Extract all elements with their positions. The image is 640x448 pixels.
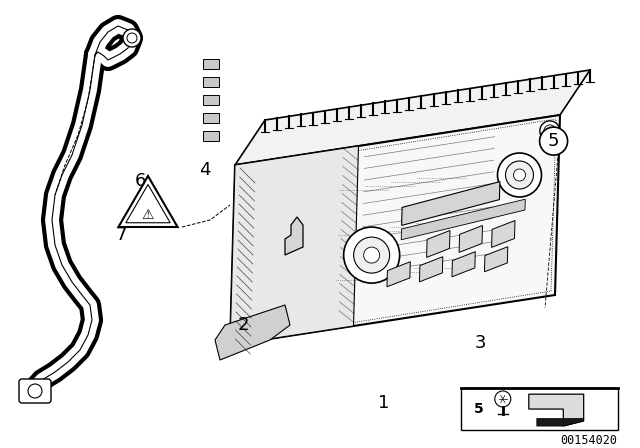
Circle shape — [364, 247, 380, 263]
Text: 3: 3 — [474, 334, 486, 352]
Polygon shape — [427, 231, 450, 258]
Text: 1: 1 — [378, 394, 390, 412]
FancyBboxPatch shape — [203, 59, 219, 69]
Polygon shape — [452, 252, 476, 277]
Circle shape — [344, 227, 399, 283]
Circle shape — [513, 169, 525, 181]
Polygon shape — [484, 247, 508, 272]
Circle shape — [506, 161, 534, 189]
Circle shape — [354, 237, 390, 273]
Text: 7: 7 — [116, 226, 127, 244]
Bar — [461, 388, 618, 430]
Text: 5: 5 — [548, 132, 559, 150]
Polygon shape — [537, 418, 584, 426]
Circle shape — [497, 153, 541, 197]
Polygon shape — [419, 257, 443, 282]
Polygon shape — [401, 199, 525, 240]
FancyBboxPatch shape — [203, 113, 219, 123]
Polygon shape — [118, 176, 177, 227]
Circle shape — [28, 384, 42, 398]
FancyBboxPatch shape — [203, 77, 219, 87]
Circle shape — [544, 125, 556, 137]
Text: 6: 6 — [135, 172, 147, 190]
Text: 00154020: 00154020 — [561, 434, 618, 447]
Polygon shape — [230, 115, 560, 345]
Polygon shape — [235, 70, 590, 165]
Circle shape — [127, 33, 137, 43]
Circle shape — [123, 29, 141, 47]
Polygon shape — [230, 146, 358, 345]
Polygon shape — [215, 305, 290, 360]
Polygon shape — [402, 181, 500, 225]
Text: 5: 5 — [474, 402, 484, 416]
Circle shape — [540, 127, 568, 155]
FancyBboxPatch shape — [19, 379, 51, 403]
Circle shape — [540, 121, 560, 141]
Polygon shape — [459, 225, 483, 252]
Polygon shape — [529, 394, 584, 426]
Text: ⚠: ⚠ — [141, 208, 154, 222]
FancyBboxPatch shape — [203, 131, 219, 141]
Polygon shape — [492, 220, 515, 247]
Polygon shape — [126, 185, 170, 223]
Polygon shape — [387, 262, 410, 287]
FancyBboxPatch shape — [203, 95, 219, 105]
Circle shape — [495, 391, 511, 407]
Text: 4: 4 — [199, 161, 211, 179]
Polygon shape — [285, 217, 303, 255]
Text: 2: 2 — [237, 316, 249, 334]
